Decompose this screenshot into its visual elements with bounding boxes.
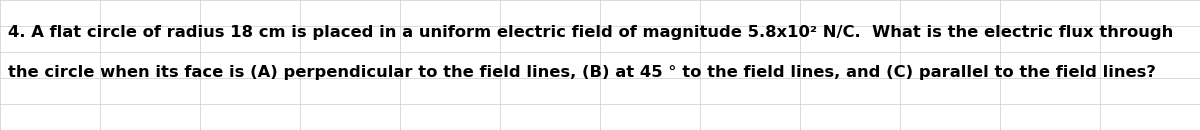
Text: the circle when its face is (A) perpendicular to the field lines, (B) at 45 ° to: the circle when its face is (A) perpendi… <box>8 64 1156 80</box>
Text: 4. A flat circle of radius 18 cm is placed in a uniform electric field of magnit: 4. A flat circle of radius 18 cm is plac… <box>8 24 1174 40</box>
